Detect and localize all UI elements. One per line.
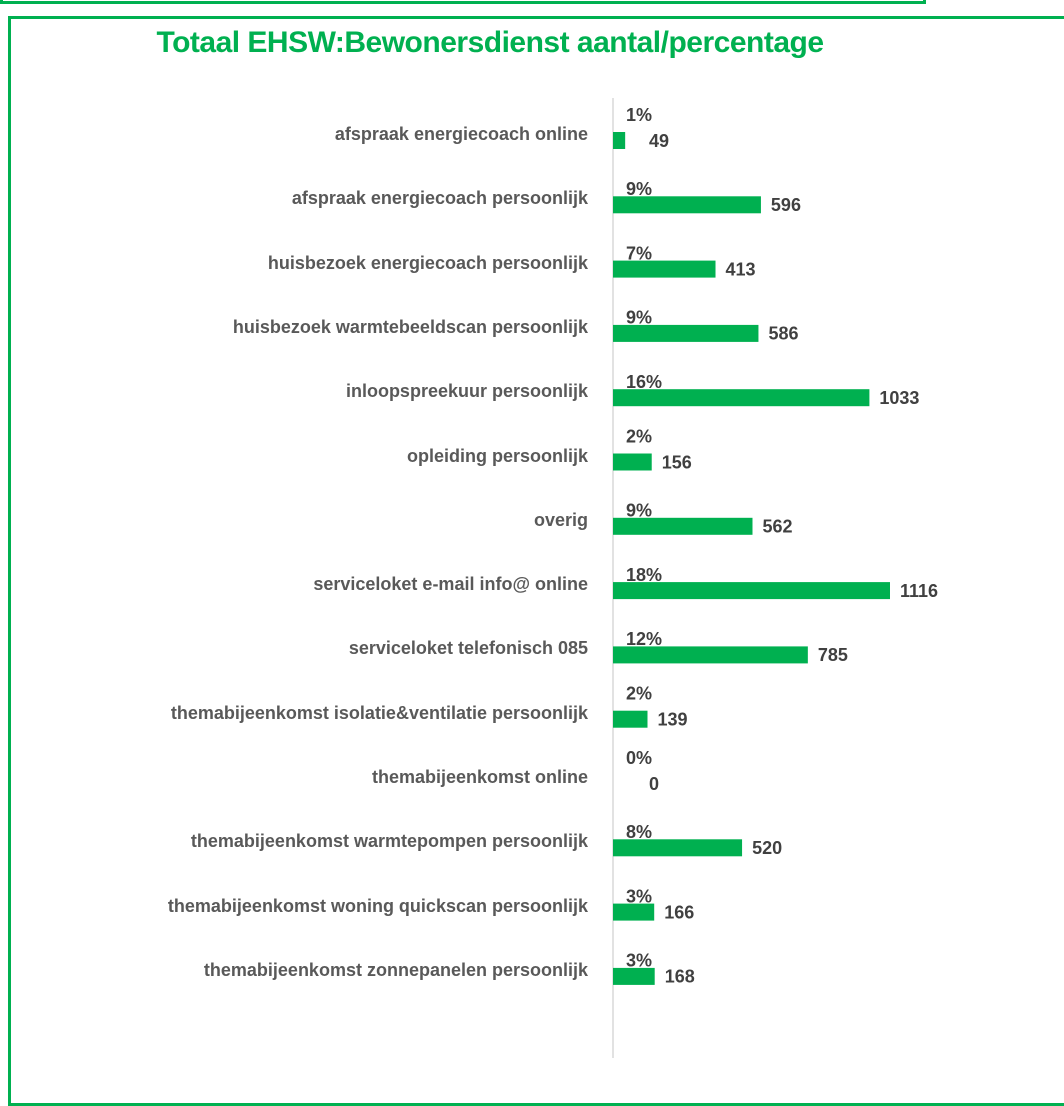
bar — [613, 710, 648, 728]
category-label: themabijeenkomst online — [108, 763, 588, 791]
percent-label: 18% — [626, 565, 662, 585]
category-text: afspraak energiecoach online — [334, 124, 588, 144]
value-label: 166 — [664, 902, 694, 922]
percent-label: 16% — [626, 372, 662, 392]
value-label: 168 — [665, 967, 695, 987]
category-text: themabijeenkomst online — [371, 767, 588, 787]
value-label: 520 — [752, 838, 782, 858]
bar — [613, 132, 626, 149]
bar — [613, 260, 716, 278]
category-label: huisbezoek energiecoach persoonlijk — [108, 249, 588, 277]
percent-label: 7% — [626, 243, 652, 263]
percent-label: 9% — [626, 308, 652, 328]
category-label: afspraak energiecoach online — [108, 120, 588, 148]
bar — [613, 517, 753, 535]
value-label: 156 — [662, 452, 692, 472]
bar — [613, 389, 870, 407]
bar — [613, 196, 761, 214]
category-text: serviceloket telefonisch 085 — [348, 638, 588, 659]
percent-label: 9% — [626, 179, 652, 199]
category-text: overig — [533, 509, 588, 530]
value-label: 785 — [818, 645, 848, 665]
category-text: themabijeenkomst zonnepanelen persoonlij… — [203, 959, 588, 980]
category-label: serviceloket telefonisch 085 — [108, 634, 588, 662]
percent-label: 0% — [626, 748, 652, 768]
category-label: themabijeenkomst zonnepanelen persoonlij… — [108, 956, 588, 984]
percent-label: 3% — [626, 951, 652, 971]
bar — [613, 903, 655, 921]
category-text: afspraak energiecoach persoonlijk — [291, 188, 588, 209]
bar — [613, 839, 743, 857]
category-label: inloopspreekuur persoonlijk — [108, 377, 588, 405]
category-label: afspraak energiecoach persoonlijk — [108, 184, 588, 212]
category-text: huisbezoek warmtebeeldscan persoonlijk — [232, 316, 588, 337]
category-text: inloopspreekuur persoonlijk — [345, 381, 588, 402]
value-label: 413 — [726, 259, 756, 279]
category-label: themabijeenkomst woning quickscan persoo… — [108, 892, 588, 920]
category-text: opleiding persoonlijk — [406, 445, 588, 466]
percent-label: 1% — [626, 105, 652, 125]
percent-label: 2% — [626, 683, 652, 703]
percent-label: 3% — [626, 886, 652, 906]
category-label: themabijeenkomst isolatie&ventilatie per… — [108, 699, 588, 727]
value-label: 49 — [649, 131, 669, 151]
category-text: themabijeenkomst warmtepompen persoonlij… — [190, 831, 588, 852]
category-text: themabijeenkomst isolatie&ventilatie per… — [170, 702, 588, 723]
percent-label: 9% — [626, 501, 652, 521]
percent-label: 2% — [626, 426, 652, 446]
bar — [613, 582, 890, 600]
value-label: 562 — [762, 517, 792, 537]
value-label: 139 — [658, 709, 688, 729]
percent-label: 12% — [626, 629, 662, 649]
category-label: opleiding persoonlijk — [108, 442, 588, 470]
value-label: 1116 — [900, 581, 938, 601]
category-label: huisbezoek warmtebeeldscan persoonlijk — [108, 313, 588, 341]
category-label: overig — [108, 506, 588, 534]
category-label: serviceloket e-mail info@ online — [108, 570, 588, 598]
bar — [613, 324, 759, 342]
bar — [613, 646, 808, 664]
frame — [0, 0, 926, 4]
category-text: themabijeenkomst woning quickscan persoo… — [167, 895, 588, 916]
category-text: huisbezoek energiecoach persoonlijk — [267, 252, 588, 273]
category-text: serviceloket e-mail info@ online — [313, 574, 588, 595]
value-label: 0 — [649, 774, 659, 794]
bar — [613, 967, 655, 985]
value-label: 1033 — [879, 388, 919, 408]
value-label: 586 — [768, 324, 798, 344]
value-label: 596 — [771, 195, 801, 215]
percent-label: 8% — [626, 822, 652, 842]
chart-title: Totaal EHSW:Bewonersdienst aantal/percen… — [156, 26, 824, 59]
bar — [613, 453, 652, 471]
category-label: themabijeenkomst warmtepompen persoonlij… — [108, 827, 588, 855]
